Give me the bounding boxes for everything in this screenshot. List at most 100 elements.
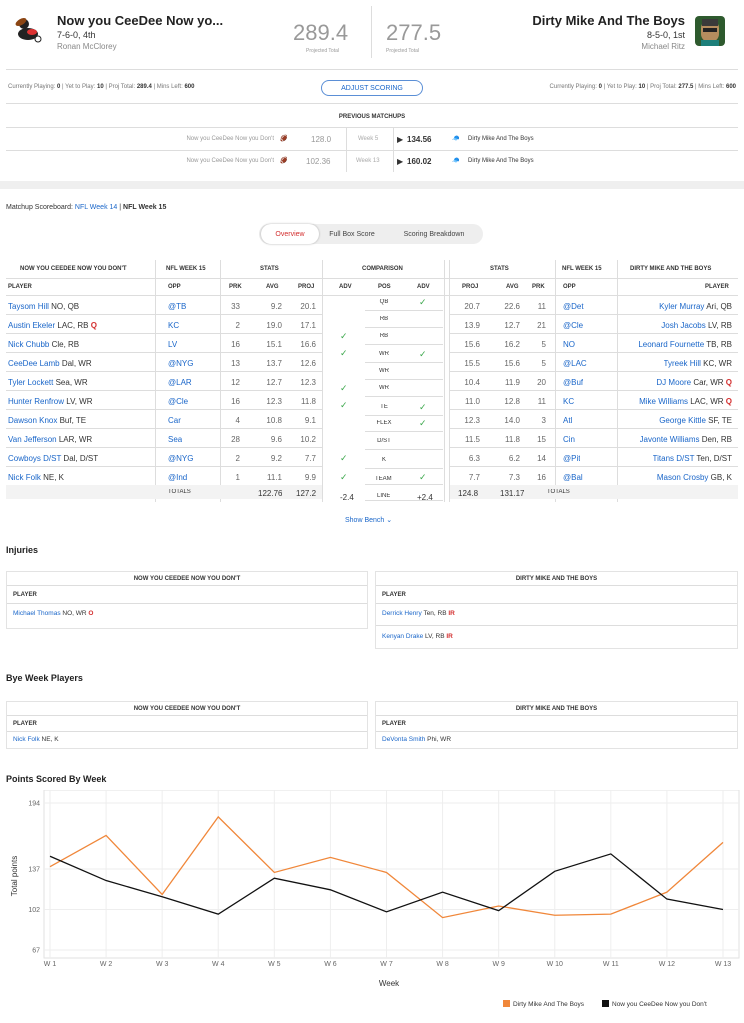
bye-row: DeVonta Smith Phi, WR bbox=[382, 736, 451, 743]
adv-left-check-icon: ✓ bbox=[340, 472, 348, 482]
player-link[interactable]: Dawson Knox bbox=[8, 416, 58, 425]
injuries-right-box: DIRTY MIKE AND THE BOYS PLAYER Derrick H… bbox=[375, 571, 738, 649]
col-divider bbox=[155, 260, 156, 502]
opponent-link[interactable]: @TB bbox=[168, 302, 187, 311]
player-link[interactable]: Tyreek Hill bbox=[663, 359, 701, 368]
right-player-cell: Kyler Murray Ari, QB bbox=[659, 302, 732, 311]
player-link[interactable]: DJ Moore bbox=[656, 378, 692, 387]
injuries-right-player-label: PLAYER bbox=[382, 592, 406, 598]
opponent-link[interactable]: @NYG bbox=[168, 454, 194, 463]
left-team-name[interactable]: Now you CeeDee Now yo... bbox=[57, 13, 224, 28]
prev-left-team[interactable]: Now you CeeDee Now you Don't bbox=[186, 158, 274, 164]
bye-player-meta: Phi, WR bbox=[427, 736, 452, 743]
player-link[interactable]: George Kittle bbox=[659, 416, 706, 425]
view-tabs: Overview Full Box Score Scoring Breakdow… bbox=[259, 224, 483, 244]
row-rule bbox=[6, 314, 322, 315]
player-link[interactable]: Van Jefferson bbox=[8, 435, 57, 444]
tab-scoring-breakdown[interactable]: Scoring Breakdown bbox=[403, 230, 465, 238]
prev-right-team[interactable]: Dirty Mike And The Boys bbox=[468, 136, 534, 142]
bye-right-header: DIRTY MIKE AND THE BOYS bbox=[376, 702, 737, 716]
right-player-cell: Mason Crosby GB, K bbox=[657, 473, 732, 482]
opponent-link[interactable]: KC bbox=[563, 397, 575, 406]
right-team-name[interactable]: Dirty Mike And The Boys bbox=[532, 13, 685, 28]
left-team-owner[interactable]: Ronan McClorey bbox=[57, 42, 117, 51]
player-link[interactable]: Mason Crosby bbox=[656, 473, 709, 482]
right-stats-header: STATS bbox=[490, 266, 509, 272]
player-link[interactable]: Javonte Williams bbox=[639, 435, 700, 444]
row-rule bbox=[6, 447, 322, 448]
player-link[interactable]: Cowboys D/ST bbox=[8, 454, 62, 463]
injury-status: Q bbox=[723, 378, 732, 387]
left-team-header: NOW YOU CEEDEE NOW YOU DON'T bbox=[20, 266, 127, 272]
player-link[interactable]: Tyler Lockett bbox=[8, 378, 54, 387]
opponent-link[interactable]: Atl bbox=[563, 416, 573, 425]
player-link[interactable]: CeeDee Lamb bbox=[8, 359, 60, 368]
opponent-link[interactable]: KC bbox=[168, 321, 180, 330]
avg-value: 12.7 bbox=[504, 321, 520, 330]
player-link[interactable]: Taysom Hill bbox=[8, 302, 49, 311]
week14-link[interactable]: NFL Week 14 bbox=[74, 204, 118, 211]
opponent-link[interactable]: @Bal bbox=[563, 473, 583, 482]
prk-value: 11 bbox=[537, 302, 546, 311]
totals-proj-left: 127.2 bbox=[296, 489, 317, 498]
week15-link[interactable]: NFL Week 15 bbox=[123, 204, 167, 211]
player-link[interactable]: Austin Ekeler bbox=[8, 321, 56, 330]
totals-avg-left: 122.76 bbox=[258, 489, 283, 498]
col-player-left: PLAYER bbox=[8, 284, 32, 290]
prk-value: 21 bbox=[537, 321, 546, 330]
injury-player-link[interactable]: Derrick Henry bbox=[382, 610, 422, 617]
tab-overview[interactable]: Overview bbox=[261, 224, 319, 244]
player-link[interactable]: Josh Jacobs bbox=[661, 321, 706, 330]
player-meta: LV, RB bbox=[705, 321, 732, 330]
player-link[interactable]: Mike Williams bbox=[639, 397, 688, 406]
right-team-owner[interactable]: Michael Ritz bbox=[641, 42, 685, 51]
adjust-scoring-button[interactable]: ADJUST SCORING bbox=[321, 80, 423, 96]
opponent-link[interactable]: @Buf bbox=[563, 378, 584, 387]
injury-player-link[interactable]: Kenyan Drake bbox=[382, 633, 424, 640]
previous-matchup-row[interactable]: Now you CeeDee Now you Don't 🏈 128.0 Wee… bbox=[0, 130, 744, 150]
right-player-cell: Leonard Fournette TB, RB bbox=[638, 340, 732, 349]
tab-full-box-score[interactable]: Full Box Score bbox=[329, 230, 375, 238]
adv-left-check-icon: ✓ bbox=[340, 400, 348, 410]
proj-value: 13.9 bbox=[464, 321, 480, 330]
bye-right-rule bbox=[376, 731, 737, 732]
row-rule bbox=[450, 447, 738, 448]
opponent-link[interactable]: NO bbox=[563, 340, 575, 349]
bye-week-title: Bye Week Players bbox=[6, 673, 83, 683]
avg-value: 11.1 bbox=[267, 473, 282, 482]
proj-value: 16.6 bbox=[300, 340, 316, 349]
opponent-link[interactable]: @Pit bbox=[563, 454, 581, 463]
team-label: TEAM bbox=[375, 476, 392, 482]
opponent-link[interactable]: @Det bbox=[563, 302, 584, 311]
opponent-link[interactable]: @Cle bbox=[563, 321, 584, 330]
opponent-link[interactable]: @LAR bbox=[168, 378, 192, 387]
bye-player-link[interactable]: Nick Folk bbox=[13, 736, 40, 743]
avg-value: 14.0 bbox=[504, 416, 520, 425]
player-link[interactable]: Nick Folk bbox=[8, 473, 41, 482]
row-rule bbox=[450, 409, 738, 410]
row-rule bbox=[6, 390, 322, 391]
prev-right-team[interactable]: Dirty Mike And The Boys bbox=[468, 158, 534, 164]
opponent-link[interactable]: @Cle bbox=[168, 397, 189, 406]
injury-player-link[interactable]: Michael Thomas bbox=[13, 610, 61, 617]
x-tick-label: W 13 bbox=[715, 961, 731, 968]
player-link[interactable]: Leonard Fournette bbox=[638, 340, 705, 349]
player-link[interactable]: Nick Chubb bbox=[8, 340, 50, 349]
right-player-cell: Javonte Williams Den, RB bbox=[640, 435, 732, 444]
opponent-link[interactable]: Cin bbox=[563, 435, 576, 444]
opponent-link[interactable]: @LAC bbox=[563, 359, 587, 368]
player-link[interactable]: Titans D/ST bbox=[652, 454, 695, 463]
opponent-link[interactable]: @Ind bbox=[168, 473, 188, 482]
opponent-link[interactable]: LV bbox=[168, 340, 178, 349]
comparison-rule bbox=[365, 379, 443, 380]
opponent-link[interactable]: Sea bbox=[168, 435, 183, 444]
prev-left-team[interactable]: Now you CeeDee Now you Don't bbox=[186, 136, 274, 142]
player-link[interactable]: Kyler Murray bbox=[659, 302, 705, 311]
bye-player-link[interactable]: DeVonta Smith bbox=[382, 736, 426, 743]
previous-matchup-row[interactable]: Now you CeeDee Now you Don't 🏈 102.36 We… bbox=[0, 152, 744, 172]
bye-row: Nick Folk NE, K bbox=[13, 736, 59, 743]
show-bench-link[interactable]: Show Bench ⌄ bbox=[345, 517, 393, 524]
opponent-link[interactable]: Car bbox=[168, 416, 181, 425]
opponent-link[interactable]: @NYG bbox=[168, 359, 194, 368]
player-link[interactable]: Hunter Renfrow bbox=[8, 397, 65, 406]
